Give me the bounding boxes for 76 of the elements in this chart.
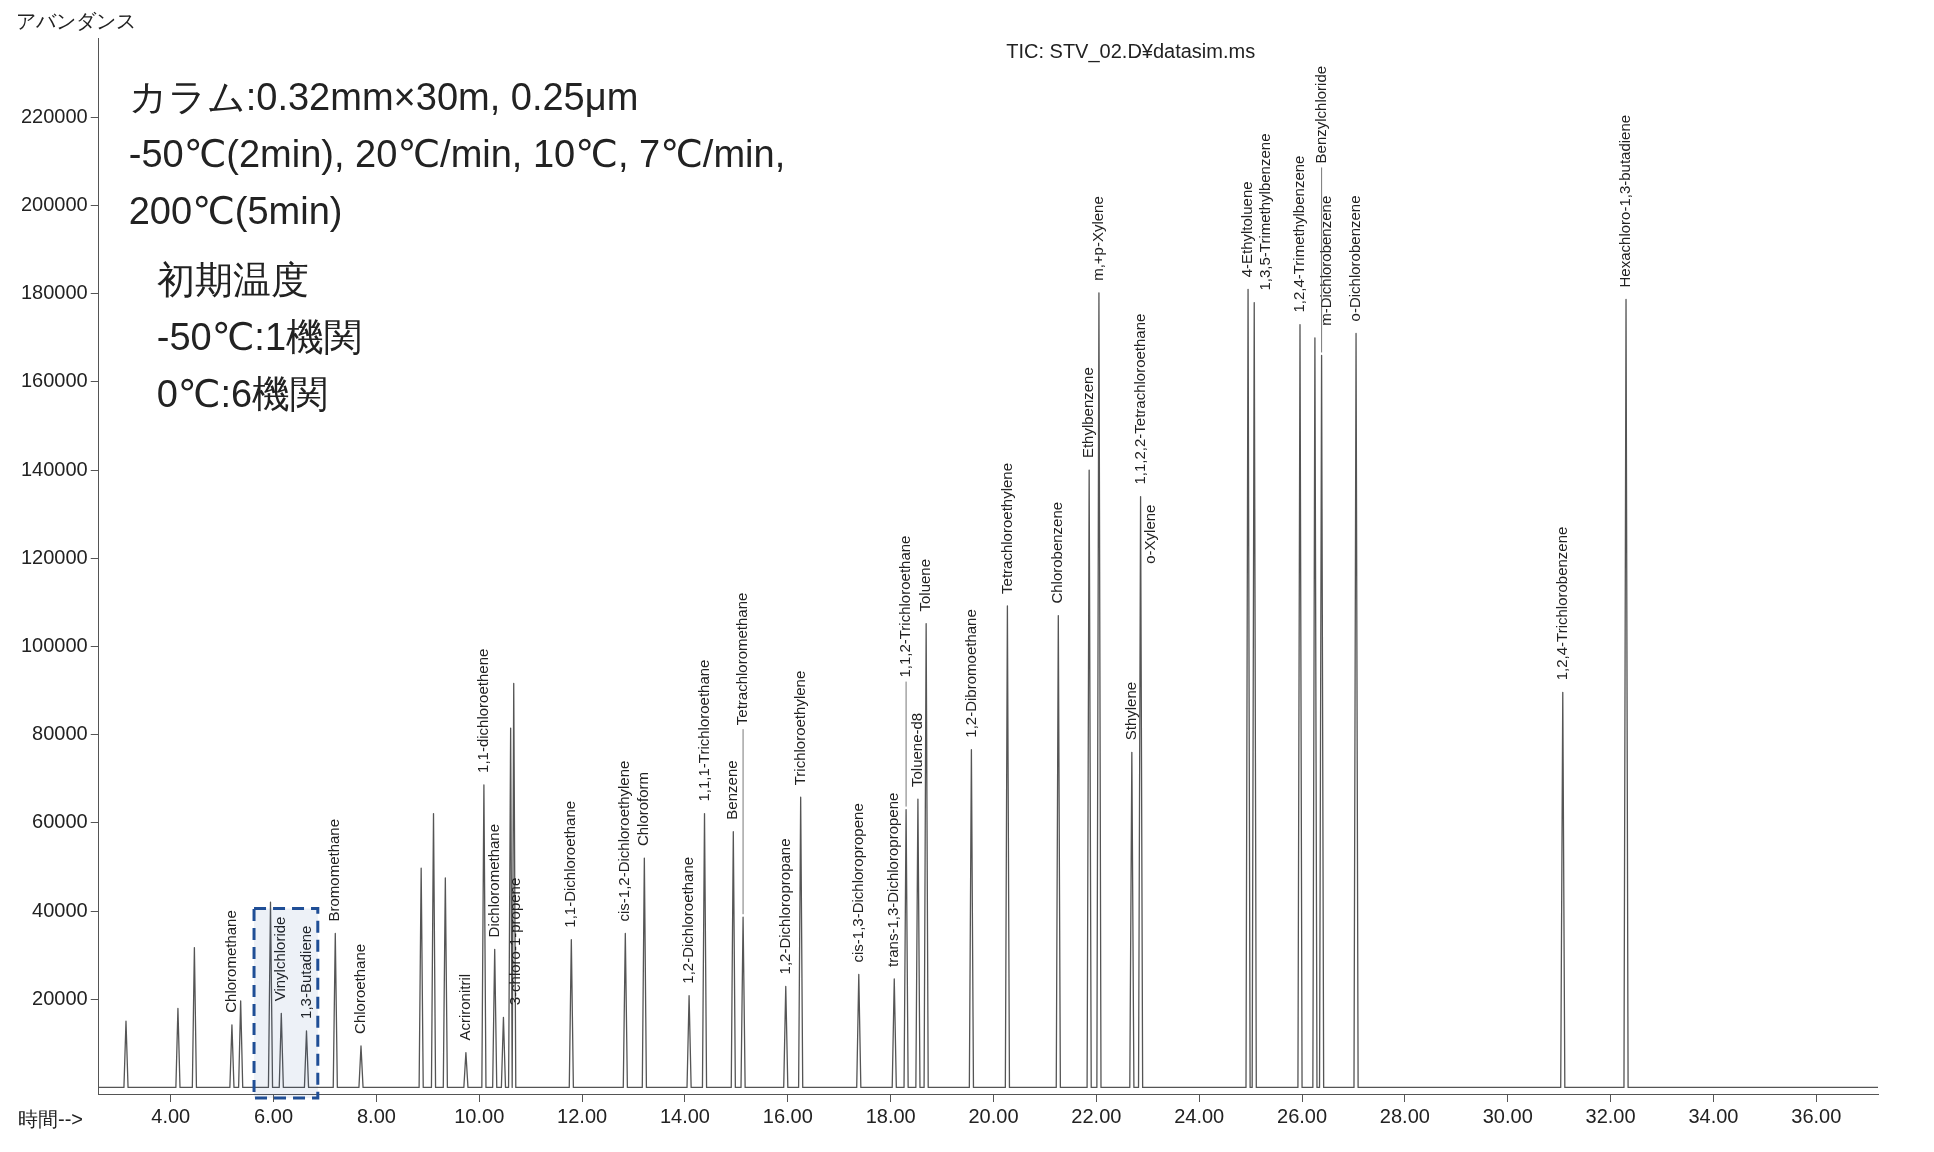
annotation: Chloroform [634, 771, 652, 847]
annotation: Tetrachloromethane [733, 592, 751, 726]
annotation: カラム:0.32mm×30m, 0.25μm [128, 76, 639, 119]
annotation: 1,2,4-Trimethylbenzene [1290, 155, 1308, 313]
annotation: 1,1,2-Trichloroethane [896, 535, 914, 678]
annotation: 1,1,1-Trichloroethane [694, 659, 712, 802]
y-tick-label: 220000 [20, 104, 88, 127]
annotation: trans-1,3-Dichloropropene [884, 792, 902, 967]
y-tick-label: 20000 [32, 986, 88, 1009]
x-tick-label: 36.00 [1791, 1104, 1842, 1127]
annotation: 初期温度 [156, 259, 309, 302]
annotation: Ethylbenzene [1079, 367, 1097, 459]
annotation: 200℃(5min) [128, 190, 343, 233]
annotation: 1,2-Dichloropropane [775, 838, 793, 975]
x-tick-label: 12.00 [557, 1104, 608, 1127]
annotation: 1,1-Dichloroethane [561, 800, 579, 928]
annotation: Toluene [916, 558, 934, 612]
x-tick-label: 18.00 [865, 1104, 916, 1127]
annotation: Chloroethane [351, 943, 369, 1034]
x-tick-label: 26.00 [1277, 1104, 1328, 1127]
annotation: 0℃:6機関 [156, 373, 329, 416]
annotation: m-Dichlorobenzene [1317, 195, 1335, 326]
annotation: 3-chloro-1-propene [505, 877, 523, 1006]
annotation: Bromomethane [325, 818, 343, 922]
x-tick-label: 30.00 [1482, 1104, 1533, 1127]
annotation: Dichloromethane [484, 823, 502, 938]
x-tick-label: 14.00 [659, 1104, 710, 1127]
y-tick-label: 180000 [20, 281, 88, 304]
annotation: o-Dichlorobenzene [1346, 195, 1364, 322]
annotation: 1,1,2,2-Tetrachloroethane [1130, 313, 1148, 485]
y-tick-label: 120000 [20, 545, 88, 568]
y-tick-label: 100000 [20, 633, 88, 656]
annotation: Chlorobenzene [1048, 501, 1066, 604]
x-axis-title: 時間--> [18, 1107, 83, 1130]
x-tick-label: 16.00 [762, 1104, 813, 1127]
x-tick-label: 10.00 [454, 1104, 505, 1127]
y-tick-label: 80000 [32, 722, 88, 745]
x-tick-label: 22.00 [1071, 1104, 1122, 1127]
annotation: Benzylchloride [1311, 65, 1329, 164]
annotation: 1,1-dichloroethene [474, 648, 492, 773]
annotation: o-Xylene [1140, 504, 1158, 564]
annotation: 1,2-Dibromoethane [961, 609, 979, 738]
annotation: 1,3-Butadiene [296, 925, 314, 1019]
x-tick-label: 20.00 [968, 1104, 1019, 1127]
annotation: 1,3,5-Trimethylbenzene [1256, 133, 1274, 291]
annotation: -50℃(2min), 20℃/min, 10℃, 7℃/min, [128, 133, 786, 176]
chart-title: TIC: STV_02.D¥datasim.ms [1006, 39, 1256, 63]
annotation: 1,2,4-Trichlorobenzene [1552, 526, 1570, 681]
y-tick-label: 160000 [20, 369, 88, 392]
annotation: 4-Ethyltoluene [1238, 181, 1256, 278]
annotation: Chloromethane [222, 910, 240, 1013]
annotation: Hexachloro-1,3-butadiene [1616, 114, 1634, 288]
annotation: Sthylene [1121, 681, 1139, 741]
x-tick-label: 6.00 [254, 1104, 294, 1127]
annotation: Acrironitril [456, 973, 474, 1041]
y-tick-label: 200000 [20, 193, 88, 216]
x-tick-label: 28.00 [1379, 1104, 1430, 1127]
x-tick-label: 24.00 [1174, 1104, 1225, 1127]
annotation: Benzene [723, 760, 741, 820]
annotation: Tetrachloroethylene [997, 462, 1015, 594]
y-tick-label: 140000 [20, 457, 88, 480]
y-axis-title: アバンダンス [16, 9, 136, 32]
annotation: Vinylchloride [271, 916, 289, 1002]
annotation: cis-1,2-Dichloroethylene [615, 760, 633, 922]
x-tick-label: 8.00 [356, 1104, 396, 1127]
annotation: 1,2-Dichloroethane [679, 856, 697, 984]
annotation: Toluene-d8 [908, 712, 926, 788]
x-tick-label: 34.00 [1688, 1104, 1739, 1127]
annotation: cis-1,3-Dichloropropene [848, 803, 866, 963]
x-tick-label: 4.00 [151, 1104, 191, 1127]
y-tick-label: 40000 [32, 898, 88, 921]
x-tick-label: 32.00 [1585, 1104, 1636, 1127]
annotation: -50℃:1機関 [156, 316, 363, 359]
y-tick-label: 60000 [32, 810, 88, 833]
annotation: m,+p-Xylene [1089, 196, 1107, 281]
annotation: Trichloroethylene [790, 670, 808, 786]
